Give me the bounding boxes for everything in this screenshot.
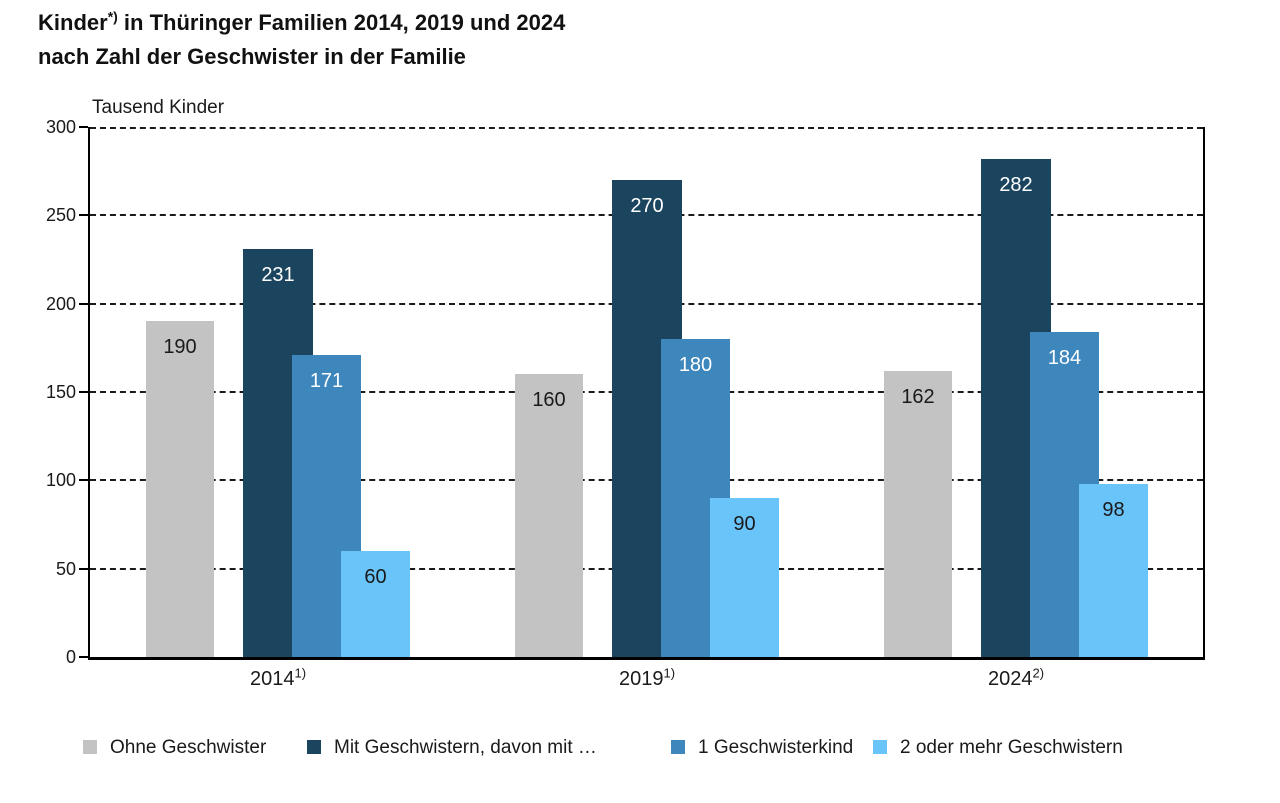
title-line2: nach Zahl der Geschwister in der Familie <box>38 44 466 69</box>
legend-item: 2 oder mehr Geschwistern <box>873 736 1123 759</box>
chart-title: Kinder*) in Thüringer Familien 2014, 201… <box>38 6 565 74</box>
gridline <box>90 127 1203 129</box>
legend-color-swatch <box>83 740 97 754</box>
legend-label: Mit Geschwistern, davon mit … <box>334 737 597 758</box>
legend: Ohne Geschwister Mit Geschwistern, davon … <box>0 736 1280 766</box>
legend-label: Ohne Geschwister <box>110 737 267 758</box>
legend-item: Mit Geschwistern, davon mit … <box>307 736 597 759</box>
legend-item: 1 Geschwisterkind <box>671 736 853 759</box>
y-axis-tick-label: 50 <box>55 559 76 579</box>
bar-value-label: 270 <box>630 195 664 217</box>
bar: 160 <box>515 374 583 657</box>
bar-value-label: 90 <box>733 513 756 535</box>
x-category-footnote-marker: 2) <box>1032 665 1045 681</box>
legend-color-swatch <box>307 740 321 754</box>
bar-value-label: 180 <box>678 354 713 376</box>
y-axis-tick <box>79 479 88 481</box>
bar-value-label: 60 <box>364 566 387 588</box>
x-category-year: 2014 <box>249 668 295 690</box>
legend-item: Ohne Geschwister <box>83 736 266 759</box>
x-category-label: 20141) <box>249 665 307 691</box>
bar-value-label: 184 <box>1047 347 1082 369</box>
legend-label: 1 Geschwisterkind <box>698 737 854 758</box>
bar: 60 <box>341 551 410 657</box>
title-line1-rest: in Thüringer Familien 2014, 2019 und 202… <box>117 10 566 35</box>
x-category-year: 2024 <box>987 668 1033 690</box>
legend-label: 2 oder mehr Geschwistern <box>900 737 1123 758</box>
bar-value-label: 160 <box>532 389 566 411</box>
bar-value-label: 162 <box>901 386 935 408</box>
y-axis-tick-label: 250 <box>45 205 76 225</box>
bar: 98 <box>1079 484 1148 657</box>
bar-value-label: 282 <box>999 174 1033 196</box>
bar: 190 <box>146 321 214 657</box>
x-category-footnote-marker: 1) <box>663 665 676 681</box>
x-category-year: 2019 <box>618 668 664 690</box>
y-axis-tick <box>79 391 88 393</box>
y-axis-tick-label: 300 <box>45 117 76 137</box>
bar: 162 <box>884 371 952 657</box>
legend-color-swatch <box>873 740 887 754</box>
legend-color-swatch <box>671 740 685 754</box>
y-axis-tick-label: 150 <box>45 382 76 402</box>
x-category-label: 20191) <box>618 665 676 691</box>
bar: 90 <box>710 498 779 657</box>
y-axis-tick <box>79 126 88 128</box>
y-axis-tick-label: 100 <box>45 470 76 490</box>
y-axis-tick-label: 0 <box>65 647 76 667</box>
y-axis-tick <box>79 303 88 305</box>
y-axis-tick <box>79 568 88 570</box>
title-footnote-marker: *) <box>107 8 118 25</box>
y-axis-tick-label: 200 <box>45 294 76 314</box>
y-axis-unit-label: Tausend Kinder <box>92 97 225 118</box>
bar-value-label: 171 <box>309 370 344 392</box>
bar-value-label: 231 <box>261 264 295 286</box>
bar-value-label: 190 <box>163 336 197 358</box>
y-axis-tick <box>79 214 88 216</box>
bar-value-label: 98 <box>1102 499 1125 521</box>
x-category-footnote-marker: 1) <box>294 665 307 681</box>
x-category-label: 20242) <box>987 665 1045 691</box>
title-line1: Kinder <box>38 10 108 35</box>
y-axis-tick <box>79 656 88 658</box>
